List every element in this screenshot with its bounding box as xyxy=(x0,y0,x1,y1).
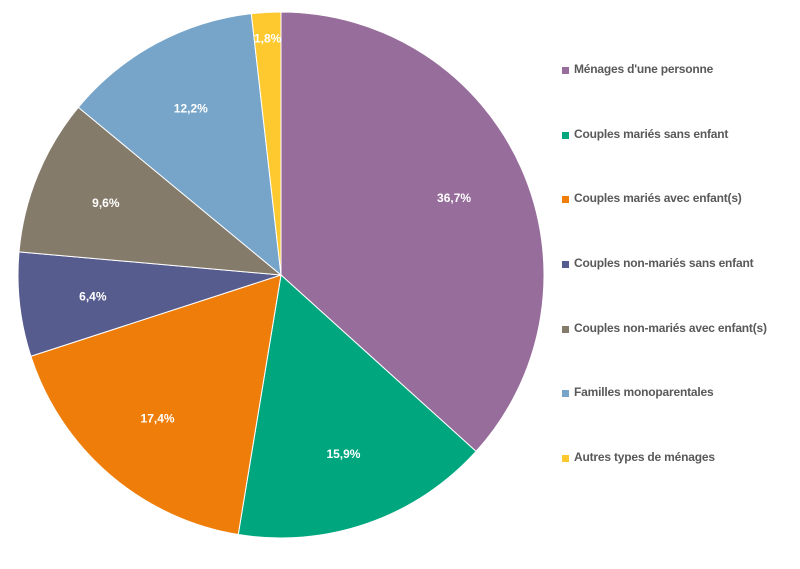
legend-label: Couples non-mariés sans enfant xyxy=(574,256,754,271)
legend: Ménages d'une personne Couples mariés sa… xyxy=(562,58,798,511)
pie-slice-label-6: 1,8% xyxy=(254,32,282,46)
pie-slice-label-0: 36,7% xyxy=(437,191,471,205)
legend-label: Familles monoparentales xyxy=(574,385,714,400)
pie-slice-5 xyxy=(77,13,282,277)
legend-swatch xyxy=(562,455,569,463)
legend-swatch xyxy=(562,390,569,398)
pie-slice-4 xyxy=(18,106,283,276)
pie-slice-label-3: 6,4% xyxy=(79,289,107,303)
legend-item-1: Couples mariés sans enfant xyxy=(562,123,798,188)
legend-label: Couples non-mariés avec enfant(s) xyxy=(574,320,767,335)
legend-item-3: Couples non-mariés sans enfant xyxy=(562,252,798,317)
legend-label: Autres types de ménages xyxy=(574,450,715,465)
legend-item-2: Couples mariés avec enfant(s) xyxy=(562,187,798,252)
legend-swatch xyxy=(562,67,569,74)
pie-slice-1 xyxy=(237,274,477,539)
legend-swatch xyxy=(562,261,569,269)
legend-item-4: Couples non-mariés avec enfant(s) xyxy=(562,317,798,382)
pie-slice-label-2: 17,4% xyxy=(141,412,175,426)
legend-label: Couples mariés avec enfant(s) xyxy=(574,191,742,206)
legend-swatch xyxy=(562,325,569,333)
legend-label: Ménages d'une personne xyxy=(574,62,714,76)
pie-slice-6 xyxy=(250,11,282,276)
pie-slices xyxy=(17,11,545,539)
legend-label: Couples mariés sans enfant xyxy=(574,126,729,141)
pie-slice-label-4: 9,6% xyxy=(92,196,120,210)
pie-slice-label-5: 12,2% xyxy=(174,101,208,115)
pie-labels: 36,7% 15,9% 17,4% 6,4% 9,6% 12,2% 1,8% xyxy=(79,32,471,461)
legend-item-5: Familles monoparentales xyxy=(562,381,798,446)
legend-item-6: Autres types de ménages xyxy=(562,446,798,511)
pie-slice-0 xyxy=(280,11,545,453)
legend-item-0: Ménages d'une personne xyxy=(562,58,798,123)
pie-slice-label-1: 15,9% xyxy=(326,447,360,461)
pie-slice-2 xyxy=(30,274,282,536)
legend-swatch xyxy=(562,131,569,139)
legend-swatch xyxy=(562,196,569,204)
